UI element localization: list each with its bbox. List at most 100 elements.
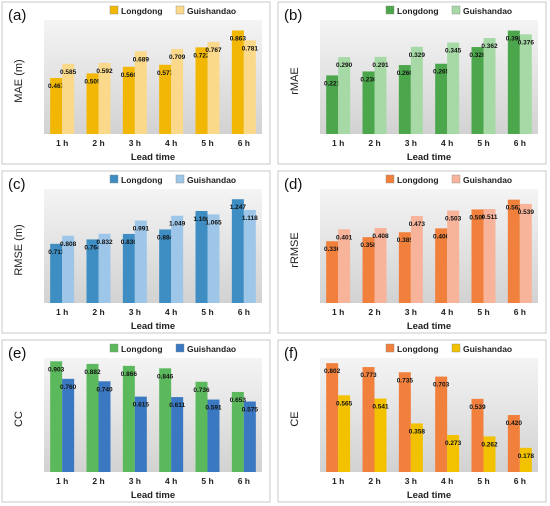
x-tick-label: 3 h bbox=[129, 138, 141, 148]
bar-longdong bbox=[195, 381, 208, 472]
data-label: 0.764 bbox=[84, 244, 101, 251]
data-label: 0.503 bbox=[445, 216, 462, 223]
panel-label: (d) bbox=[284, 176, 302, 193]
data-label: 0.773 bbox=[360, 372, 377, 379]
legend-label-1: Longdong bbox=[397, 344, 439, 354]
data-label: 0.336 bbox=[324, 246, 341, 253]
legend-swatch-2 bbox=[451, 5, 461, 15]
x-axis-label: Lead time bbox=[131, 490, 175, 501]
legend-swatch-2 bbox=[175, 5, 185, 15]
bar-longdong bbox=[86, 73, 99, 134]
legend-label-2: Guishandao bbox=[187, 344, 236, 354]
bar-guishandao bbox=[134, 220, 147, 303]
y-axis-label: MAE (m) bbox=[13, 59, 25, 102]
panel-label: (b) bbox=[284, 7, 302, 24]
bar-guishandao bbox=[98, 62, 111, 134]
data-label: 0.358 bbox=[409, 428, 426, 435]
legend-swatch-1 bbox=[109, 174, 119, 184]
bar-guishandao bbox=[171, 48, 184, 134]
bar-longdong bbox=[362, 237, 375, 303]
chart-panel-c: (c) Longdong Guishandao RMSE (m) Lead time 1 … bbox=[1, 170, 271, 334]
bar-guishandao bbox=[62, 378, 75, 472]
bar-longdong bbox=[86, 363, 99, 472]
plot-area bbox=[320, 20, 538, 134]
legend-swatch-1 bbox=[385, 174, 395, 184]
x-tick-label: 3 h bbox=[405, 476, 417, 486]
data-label: 1.049 bbox=[169, 221, 186, 228]
bar-guishandao bbox=[410, 423, 423, 472]
legend-label-1: Longdong bbox=[121, 175, 163, 185]
bar-longdong bbox=[435, 376, 448, 472]
bar-guishandao bbox=[243, 401, 256, 472]
bar-longdong bbox=[159, 229, 172, 303]
bar-guishandao bbox=[134, 51, 147, 134]
data-label: 1.118 bbox=[242, 215, 258, 222]
bar-longdong bbox=[471, 47, 484, 135]
data-label: 0.711 bbox=[48, 249, 64, 256]
data-label: 0.884 bbox=[157, 234, 174, 241]
data-label: 0.591 bbox=[205, 405, 222, 412]
bar-longdong bbox=[159, 64, 172, 134]
plot-area bbox=[44, 189, 262, 303]
bar-longdong bbox=[398, 232, 411, 303]
data-label: 0.406 bbox=[433, 233, 450, 240]
legend-label-1: Longdong bbox=[397, 6, 439, 16]
bar-longdong bbox=[362, 367, 375, 472]
bar-guishandao bbox=[410, 216, 423, 303]
plot-area bbox=[320, 189, 538, 303]
x-axis-label: Lead time bbox=[131, 152, 175, 163]
bar-longdong bbox=[471, 209, 484, 303]
data-label: 0.541 bbox=[372, 404, 389, 411]
data-label: 0.735 bbox=[397, 377, 414, 384]
x-tick-label: 6 h bbox=[238, 138, 250, 148]
data-label: 0.260 bbox=[397, 70, 414, 77]
data-label: 0.328 bbox=[469, 52, 486, 59]
legend-swatch-1 bbox=[385, 343, 395, 353]
bar-longdong bbox=[122, 66, 135, 134]
bar-longdong bbox=[471, 398, 484, 472]
bar-guishandao bbox=[374, 227, 387, 303]
y-axis-label: rMAE bbox=[289, 67, 301, 95]
legend-label-2: Guishandao bbox=[463, 6, 512, 16]
data-label: 0.262 bbox=[481, 441, 498, 448]
bar-longdong bbox=[507, 415, 520, 472]
data-label: 0.802 bbox=[324, 368, 341, 375]
x-tick-label: 5 h bbox=[477, 138, 489, 148]
data-label: 0.863 bbox=[230, 35, 247, 42]
legend-label-1: Longdong bbox=[397, 175, 439, 185]
bar-guishandao bbox=[483, 436, 496, 472]
bar-longdong bbox=[326, 363, 339, 472]
legend-label-1: Longdong bbox=[121, 344, 163, 354]
bar-guishandao bbox=[519, 34, 532, 134]
data-label: 0.577 bbox=[157, 70, 174, 77]
data-label: 0.505 bbox=[84, 78, 101, 85]
x-tick-label: 6 h bbox=[514, 307, 526, 317]
data-label: 0.345 bbox=[445, 48, 462, 55]
data-label: 0.592 bbox=[96, 68, 113, 75]
bar-longdong bbox=[507, 199, 520, 303]
x-tick-label: 6 h bbox=[238, 307, 250, 317]
data-label: 0.575 bbox=[242, 407, 259, 414]
x-tick-label: 6 h bbox=[514, 476, 526, 486]
legend-swatch-2 bbox=[175, 174, 185, 184]
data-label: 0.509 bbox=[469, 214, 486, 221]
bar-guishandao bbox=[207, 399, 220, 472]
bar-guishandao bbox=[62, 235, 75, 303]
legend-label-2: Guishandao bbox=[187, 175, 236, 185]
bar-guishandao bbox=[338, 395, 351, 472]
bar-guishandao bbox=[62, 63, 75, 134]
data-label: 0.376 bbox=[518, 39, 535, 46]
data-label: 0.273 bbox=[445, 440, 462, 447]
data-label: 0.539 bbox=[518, 209, 535, 216]
bar-longdong bbox=[398, 372, 411, 472]
data-label: 0.565 bbox=[336, 400, 353, 407]
x-tick-label: 4 h bbox=[165, 307, 177, 317]
x-tick-label: 2 h bbox=[92, 307, 104, 317]
y-axis-label: rRMSE bbox=[289, 232, 301, 267]
x-axis-label: Lead time bbox=[407, 321, 451, 332]
data-label: 0.689 bbox=[133, 56, 150, 63]
bar-guishandao bbox=[207, 214, 220, 303]
x-tick-label: 4 h bbox=[165, 476, 177, 486]
bar-guishandao bbox=[519, 447, 532, 472]
